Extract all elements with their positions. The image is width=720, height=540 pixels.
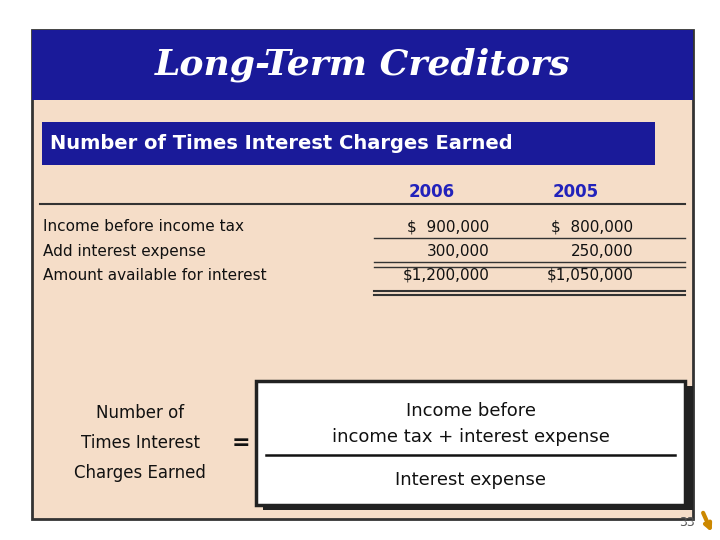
Text: income tax + interest expense: income tax + interest expense <box>332 428 609 445</box>
Bar <box>263 386 693 510</box>
Text: Amount available for interest: Amount available for interest <box>43 268 267 283</box>
Text: 33: 33 <box>679 516 695 529</box>
Text: $1,050,000: $1,050,000 <box>546 268 634 283</box>
Text: $  800,000: $ 800,000 <box>552 219 634 234</box>
Text: 300,000: 300,000 <box>427 244 490 259</box>
Bar <box>42 122 655 165</box>
Text: Charges Earned: Charges Earned <box>74 463 207 482</box>
Text: $1,200,000: $1,200,000 <box>402 268 490 283</box>
Text: =: = <box>232 433 251 453</box>
Bar <box>32 30 693 100</box>
Text: $  900,000: $ 900,000 <box>408 219 490 234</box>
Text: Number of: Number of <box>96 404 184 422</box>
Text: Income before income tax: Income before income tax <box>43 219 244 234</box>
Text: 2005: 2005 <box>553 183 599 201</box>
Text: 250,000: 250,000 <box>571 244 634 259</box>
Text: Income before: Income before <box>405 402 536 420</box>
Text: Long-Term Creditors: Long-Term Creditors <box>155 48 570 82</box>
Text: Number of Times Interest Charges Earned: Number of Times Interest Charges Earned <box>50 133 513 153</box>
Text: Add interest expense: Add interest expense <box>43 244 206 259</box>
Text: Times Interest: Times Interest <box>81 434 200 452</box>
Bar <box>256 381 685 505</box>
Text: Interest expense: Interest expense <box>395 471 546 489</box>
Text: 2006: 2006 <box>409 183 455 201</box>
